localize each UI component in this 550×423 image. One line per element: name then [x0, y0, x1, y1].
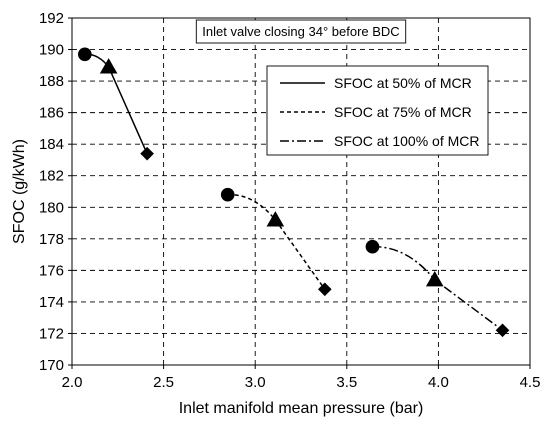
- x-tick-label: 2.5: [153, 374, 174, 391]
- triangle-marker: [425, 271, 444, 287]
- y-tick-label: 186: [39, 105, 64, 122]
- tick-layer: 2.0 2.5 3.0 3.5 4.0 4.5 170 172 174 176 178 180 182 1…: [39, 10, 540, 391]
- y-tick-label: 182: [39, 168, 64, 185]
- triangle-marker: [99, 58, 118, 74]
- series-layer: [78, 47, 510, 338]
- y-tick-label: 180: [39, 199, 64, 216]
- series-line: [227, 193, 326, 290]
- legend: SFOC at 50% of MCR SFOC at 75% of MCR SFOC…: [266, 65, 489, 156]
- triangle-marker: [266, 211, 285, 227]
- diamond-marker: [495, 323, 510, 338]
- circle-marker: [365, 239, 380, 254]
- y-tick-label: 184: [39, 136, 64, 153]
- y-tick-label: 192: [39, 10, 64, 27]
- x-tick-label: 4.0: [428, 374, 449, 391]
- x-tick-label: 3.0: [245, 374, 266, 391]
- y-tick-label: 170: [39, 357, 64, 374]
- annotation-box: Inlet valve closing 34° before BDC: [195, 19, 407, 44]
- series-2: [220, 187, 332, 297]
- x-tick-label: 3.5: [336, 374, 357, 391]
- legend-label-2: SFOC at 75% of MCR: [334, 104, 472, 120]
- annotation-text: Inlet valve closing 34° before BDC: [202, 24, 399, 39]
- y-tick-label: 178: [39, 231, 64, 248]
- y-tick-label: 188: [39, 73, 64, 90]
- diamond-marker: [140, 146, 154, 161]
- series-line: [84, 53, 148, 154]
- y-tick-label: 174: [39, 294, 64, 311]
- series-3: [365, 239, 510, 338]
- y-tick-label: 172: [39, 325, 64, 342]
- x-tick-label: 2.0: [62, 374, 83, 391]
- series-line: [372, 245, 503, 331]
- x-tick-label: 4.5: [520, 374, 541, 391]
- y-tick-label: 176: [39, 262, 64, 279]
- plot-frame: [71, 17, 531, 366]
- legend-label-3: SFOC at 100% of MCR: [334, 133, 480, 149]
- diamond-marker: [317, 282, 332, 297]
- circle-marker: [220, 187, 235, 202]
- circle-marker: [78, 47, 92, 62]
- y-axis-title: SFOC (g/kWh): [11, 139, 28, 244]
- series-1: [78, 47, 154, 161]
- legend-label-1: SFOC at 50% of MCR: [334, 75, 472, 91]
- x-axis-title: Inlet manifold mean pressure (bar): [179, 400, 424, 417]
- y-tick-label: 190: [39, 42, 64, 59]
